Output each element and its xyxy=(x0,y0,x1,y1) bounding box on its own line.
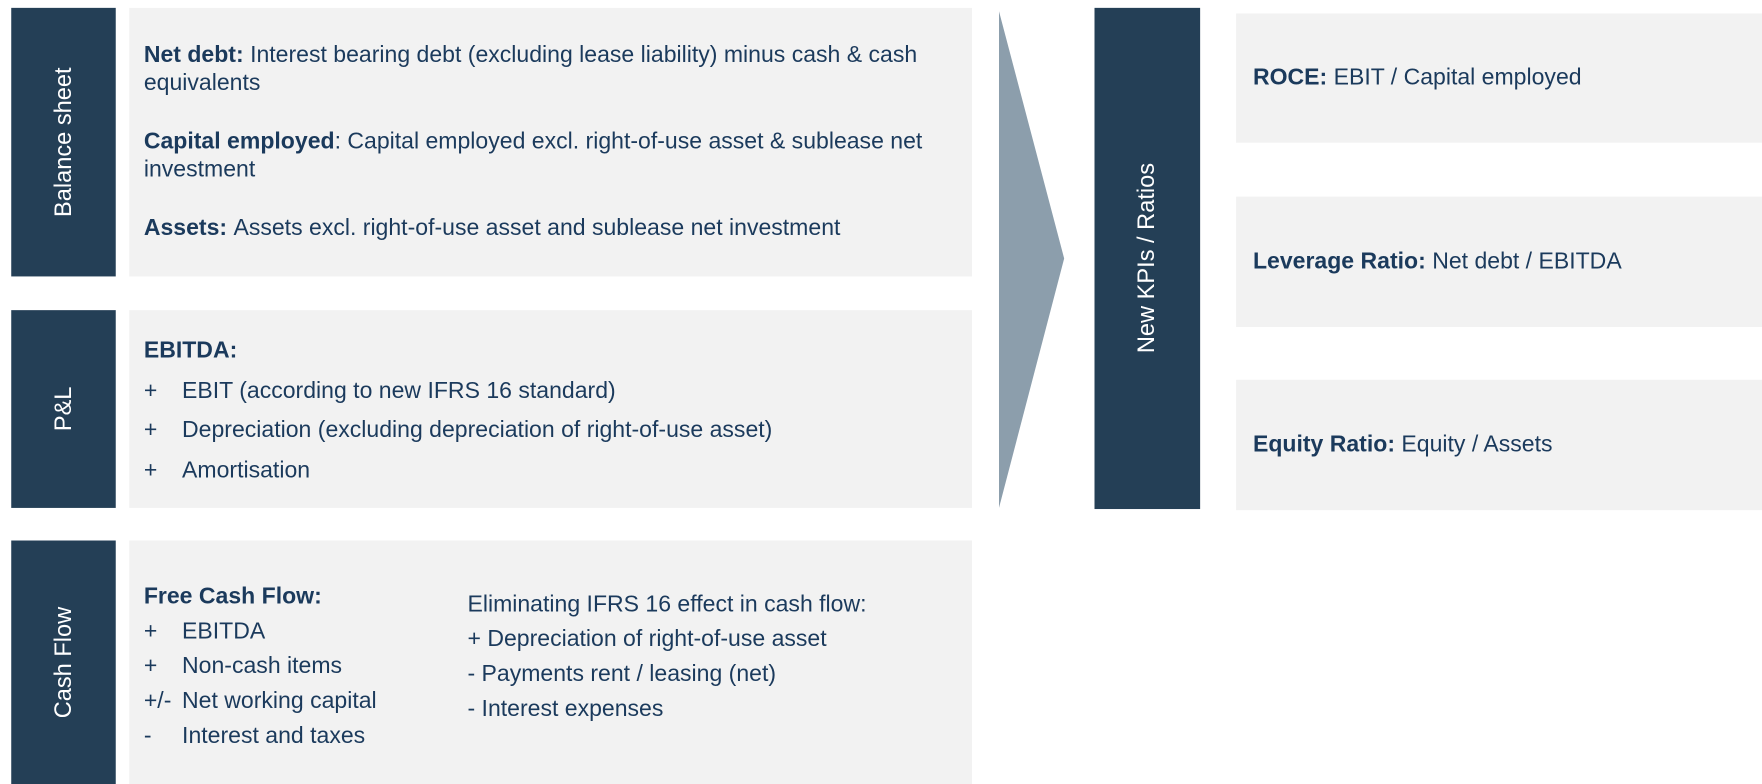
line: +/- Net working capital xyxy=(144,688,377,716)
definition: Capital employed: Capital employed excl.… xyxy=(144,128,950,183)
line: + Amortisation xyxy=(144,457,950,485)
text: Depreciation (excluding depreciation of … xyxy=(182,416,773,443)
term: ROCE: xyxy=(1252,64,1328,91)
line: + Depreciation of right-of-use asset xyxy=(467,625,827,652)
text: EBIT (according to new IFRS 16 standard) xyxy=(182,377,616,403)
text: EBITDA xyxy=(182,618,266,644)
text: Net debt / EBITDA xyxy=(1432,248,1622,274)
term: Equity Ratio: xyxy=(1252,431,1396,458)
section-label-box: New KPIs / Ratios xyxy=(1094,7,1201,510)
line: - Interest and taxes xyxy=(144,723,377,751)
sign: - xyxy=(143,722,152,749)
arrow xyxy=(998,11,1065,508)
line: + EBITDA xyxy=(144,618,377,646)
term: Leverage Ratio: xyxy=(1252,248,1426,274)
sign: +/- xyxy=(143,687,172,714)
section-label: P&L xyxy=(50,386,76,432)
line: + Depreciation (excluding depreciation of… xyxy=(144,417,950,445)
sign: + xyxy=(143,456,158,483)
section-label: Cash Flow xyxy=(50,606,76,719)
sign: + xyxy=(143,416,158,443)
term: Capital employed xyxy=(143,128,335,154)
kpi-box: ROCE: EBIT / Capital employed xyxy=(1236,13,1762,143)
definition-box: Free Cash Flow: + EBITDA + Non-cash items … xyxy=(129,540,973,784)
heading: Eliminating IFRS 16 effect in cash flow: xyxy=(467,591,867,617)
section-label: Balance sheet xyxy=(50,67,76,217)
section-label-box: Cash Flow xyxy=(11,540,116,784)
definition: Assets: Assets excl. right-of-use asset a… xyxy=(144,215,950,243)
definition-box: EBITDA: + EBIT (according to new IFRS 16 … xyxy=(129,310,973,508)
sign: + xyxy=(143,618,158,644)
arrow-shape xyxy=(998,11,1065,508)
term: Assets: xyxy=(143,214,228,241)
heading: EBITDA: xyxy=(143,337,238,363)
sign: + xyxy=(143,377,158,403)
text: Interest bearing debt (excluding lease l… xyxy=(143,41,918,95)
text: Non-cash items xyxy=(182,652,343,679)
text: EBIT / Capital employed xyxy=(1333,64,1582,91)
definition-box: Net debt: Interest bearing debt (excludin… xyxy=(129,7,973,277)
term: Net debt: xyxy=(143,41,244,68)
text: Interest and taxes xyxy=(182,722,366,749)
section-label-box: Balance sheet xyxy=(11,7,116,277)
text: : Capital employed excl. right-of-use as… xyxy=(143,128,923,182)
section-label-box: P&L xyxy=(11,310,116,508)
text: Amortisation xyxy=(182,456,311,483)
definition: Net debt: Interest bearing debt (excludin… xyxy=(144,42,950,97)
kpi-box: Leverage Ratio: Net debt / EBITDA xyxy=(1236,196,1762,328)
section-label: New KPIs / Ratios xyxy=(1133,163,1160,354)
line: + EBIT (according to new IFRS 16 standard… xyxy=(144,377,950,405)
text: Net working capital xyxy=(182,687,377,714)
text: Assets excl. right-of-use asset and subl… xyxy=(233,214,841,241)
line: + Non-cash items xyxy=(144,653,377,681)
text: Equity / Assets xyxy=(1401,431,1553,458)
heading: Free Cash Flow: xyxy=(143,583,322,610)
kpi-box: Equity Ratio: Equity / Assets xyxy=(1236,379,1762,511)
line: - Interest expenses xyxy=(467,695,664,722)
line: - Payments rent / leasing (net) xyxy=(467,660,777,687)
sign: + xyxy=(143,652,158,679)
